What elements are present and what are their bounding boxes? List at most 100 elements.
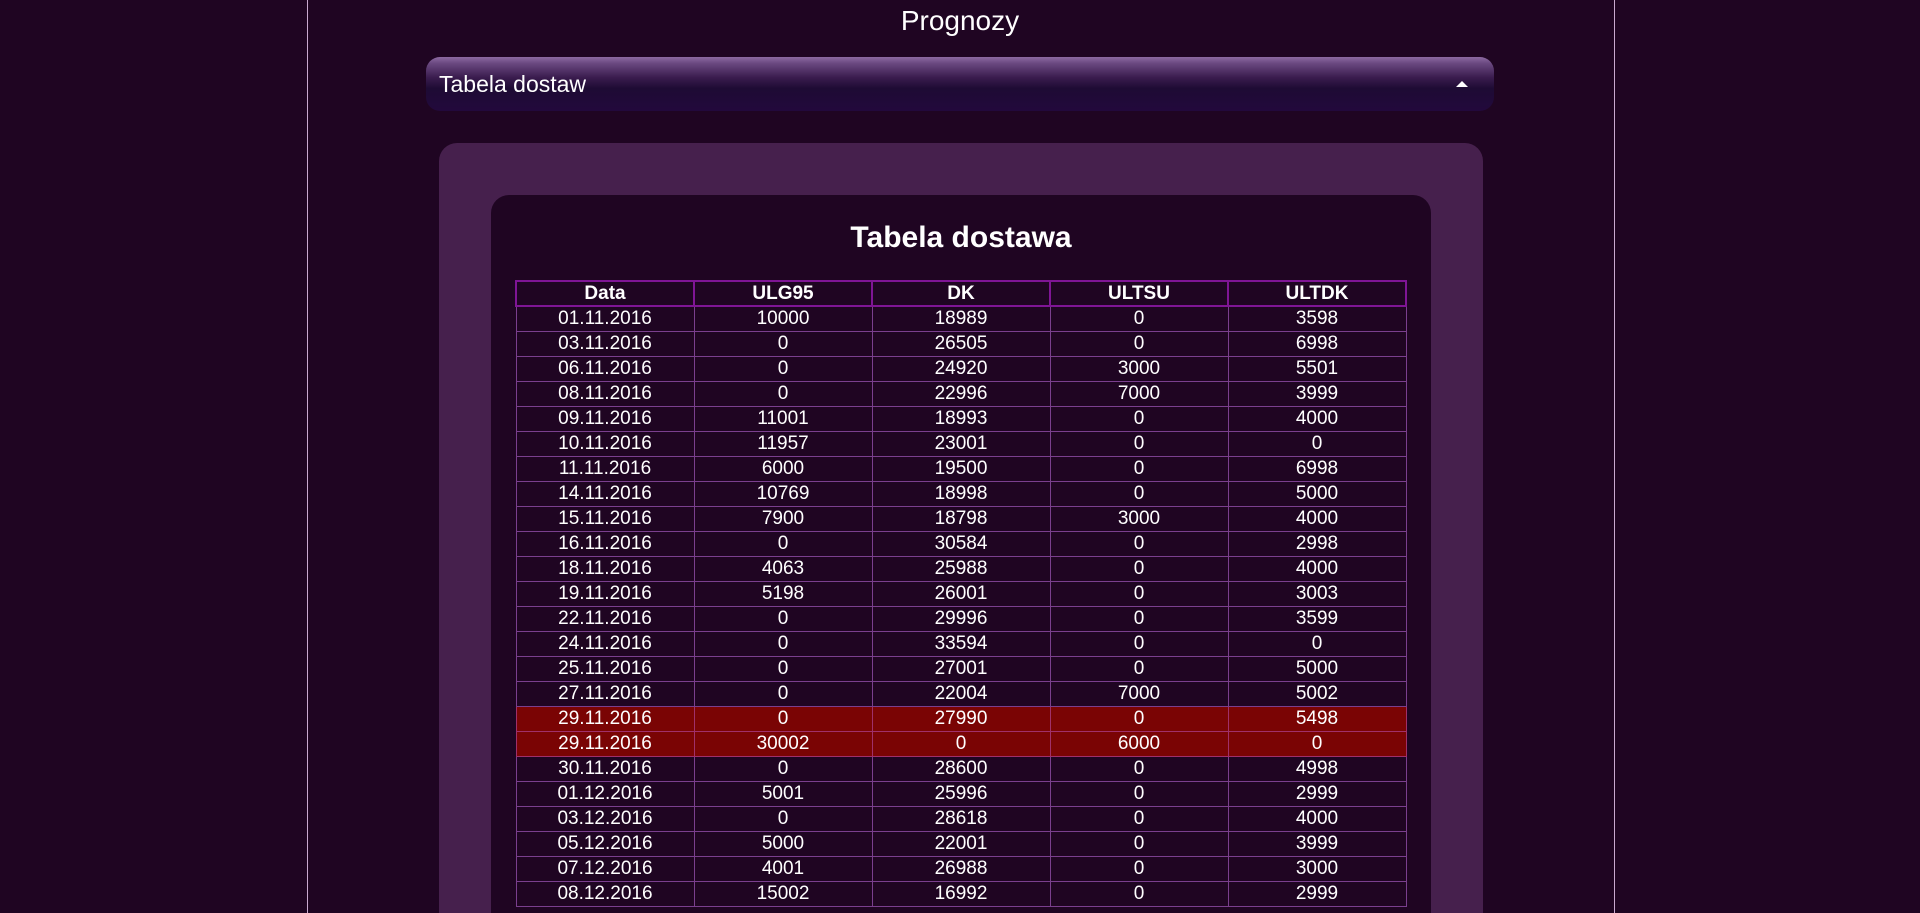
table-cell-dk: 18993 xyxy=(871,406,1051,432)
table-cell-ulg95: 4001 xyxy=(693,856,873,882)
table-row: 15.11.2016 7900 18798 3000 4000 xyxy=(515,506,1407,532)
table-row: 29.11.2016 30002 0 6000 0 xyxy=(515,731,1407,757)
table-card: Tabela dostawa Data ULG95 DK ULTSU ULTDK 01.… xyxy=(491,195,1431,913)
table-cell-ulg95: 0 xyxy=(693,606,873,632)
table-cell-ultsu: 0 xyxy=(1049,305,1229,332)
table-cell-ulg95: 10000 xyxy=(693,305,873,332)
table-cell-ultsu: 0 xyxy=(1049,781,1229,807)
table-cell-dk: 18989 xyxy=(871,305,1051,332)
table-cell-dk: 29996 xyxy=(871,606,1051,632)
table-cell-ultdk: 5501 xyxy=(1227,356,1407,382)
table-cell-data: 01.11.2016 xyxy=(515,305,695,332)
collapsible-label: Tabela dostaw xyxy=(439,71,587,97)
table-cell-ultsu: 0 xyxy=(1049,706,1229,732)
table-cell-ultdk: 2999 xyxy=(1227,781,1407,807)
table-cell-data: 30.11.2016 xyxy=(515,756,695,782)
table-cell-dk: 22996 xyxy=(871,381,1051,407)
table-cell-ulg95: 30002 xyxy=(693,731,873,757)
table-cell-dk: 18798 xyxy=(871,506,1051,532)
page-title: Prognozy xyxy=(900,5,1020,36)
table-cell-ultdk: 3003 xyxy=(1227,581,1407,607)
table-cell-ultsu: 0 xyxy=(1049,581,1229,607)
table-cell-dk: 0 xyxy=(871,731,1051,757)
table-cell-ultsu: 0 xyxy=(1049,556,1229,582)
table-cell-data: 08.12.2016 xyxy=(515,881,695,907)
table-row: 07.12.2016 4001 26988 0 3000 xyxy=(515,856,1407,882)
table-cell-ultsu: 0 xyxy=(1049,481,1229,507)
table-cell-ultdk: 0 xyxy=(1227,631,1407,657)
table-cell-ultdk: 5002 xyxy=(1227,681,1407,707)
table-cell-dk: 19500 xyxy=(871,456,1051,482)
table-cell-data: 14.11.2016 xyxy=(515,481,695,507)
table-cell-ulg95: 0 xyxy=(693,681,873,707)
table-cell-data: 29.11.2016 xyxy=(515,731,695,757)
table-cell-ultsu: 3000 xyxy=(1049,356,1229,382)
table-cell-ultdk: 2998 xyxy=(1227,531,1407,557)
table-cell-data: 01.12.2016 xyxy=(515,781,695,807)
table-row: 27.11.2016 0 22004 7000 5002 xyxy=(515,681,1407,707)
table-cell-dk: 25988 xyxy=(871,556,1051,582)
table-cell-ulg95: 7900 xyxy=(693,506,873,532)
table-cell-data: 07.12.2016 xyxy=(515,856,695,882)
table-cell-ultsu: 0 xyxy=(1049,831,1229,857)
table-row: 09.11.2016 11001 18993 0 4000 xyxy=(515,406,1407,432)
table-cell-data: 09.11.2016 xyxy=(515,406,695,432)
table-cell-ultdk: 6998 xyxy=(1227,331,1407,357)
table-cell-ulg95: 11957 xyxy=(693,431,873,457)
table-row: 11.11.2016 6000 19500 0 6998 xyxy=(515,456,1407,482)
table-cell-ultsu: 0 xyxy=(1049,806,1229,832)
table-cell-ultdk: 2999 xyxy=(1227,881,1407,907)
table-cell-ultdk: 3598 xyxy=(1227,305,1407,332)
table-cell-data: 19.11.2016 xyxy=(515,581,695,607)
table-cell-ulg95: 0 xyxy=(693,756,873,782)
table-cell-ultdk: 3000 xyxy=(1227,856,1407,882)
table-cell-ultdk: 0 xyxy=(1227,431,1407,457)
column-header-dk: DK xyxy=(871,280,1051,307)
table-cell-ultsu: 0 xyxy=(1049,881,1229,907)
table-cell-ulg95: 0 xyxy=(693,331,873,357)
tabela-dostaw-collapsible-header[interactable]: Tabela dostaw xyxy=(426,57,1494,111)
table-cell-ultsu: 0 xyxy=(1049,856,1229,882)
table-cell-ultdk: 4998 xyxy=(1227,756,1407,782)
table-cell-ultsu: 3000 xyxy=(1049,506,1229,532)
table-cell-ultdk: 3599 xyxy=(1227,606,1407,632)
table-row: 24.11.2016 0 33594 0 0 xyxy=(515,631,1407,657)
table-cell-ulg95: 0 xyxy=(693,356,873,382)
table-row: 01.12.2016 5001 25996 0 2999 xyxy=(515,781,1407,807)
table-cell-ultdk: 5498 xyxy=(1227,706,1407,732)
column-header-data: Data xyxy=(515,280,695,307)
table-row: 29.11.2016 0 27990 0 5498 xyxy=(515,706,1407,732)
table-cell-ultsu: 0 xyxy=(1049,656,1229,682)
right-column-border xyxy=(1614,0,1615,913)
table-row: 08.12.2016 15002 16992 0 2999 xyxy=(515,881,1407,907)
table-row: 10.11.2016 11957 23001 0 0 xyxy=(515,431,1407,457)
table-cell-ulg95: 10769 xyxy=(693,481,873,507)
table-row: 03.11.2016 0 26505 0 6998 xyxy=(515,331,1407,357)
table-cell-dk: 28618 xyxy=(871,806,1051,832)
table-cell-ultdk: 4000 xyxy=(1227,506,1407,532)
table-row: 05.12.2016 5000 22001 0 3999 xyxy=(515,831,1407,857)
table-cell-ultsu: 0 xyxy=(1049,606,1229,632)
table-cell-data: 11.11.2016 xyxy=(515,456,695,482)
table-cell-ultdk: 6998 xyxy=(1227,456,1407,482)
column-header-ultsu: ULTSU xyxy=(1049,280,1229,307)
table-cell-ulg95: 0 xyxy=(693,381,873,407)
table-cell-ulg95: 15002 xyxy=(693,881,873,907)
table-cell-ultsu: 0 xyxy=(1049,456,1229,482)
table-cell-data: 15.11.2016 xyxy=(515,506,695,532)
table-cell-data: 27.11.2016 xyxy=(515,681,695,707)
column-header-ultdk: ULTDK xyxy=(1227,280,1407,307)
table-row: 01.11.2016 10000 18989 0 3598 xyxy=(515,305,1407,332)
table-cell-data: 03.11.2016 xyxy=(515,331,695,357)
table-cell-dk: 28600 xyxy=(871,756,1051,782)
table-cell-ultdk: 4000 xyxy=(1227,406,1407,432)
table-cell-ulg95: 5198 xyxy=(693,581,873,607)
table-body: 01.11.2016 10000 18989 0 3598 03.11.2016 0 2650… xyxy=(515,305,1407,907)
table-cell-ultsu: 0 xyxy=(1049,631,1229,657)
table-row: 25.11.2016 0 27001 0 5000 xyxy=(515,656,1407,682)
table-title: Tabela dostawa xyxy=(850,221,1072,254)
table-cell-dk: 27001 xyxy=(871,656,1051,682)
table-cell-dk: 23001 xyxy=(871,431,1051,457)
table-cell-ulg95: 11001 xyxy=(693,406,873,432)
table-cell-ultsu: 0 xyxy=(1049,406,1229,432)
